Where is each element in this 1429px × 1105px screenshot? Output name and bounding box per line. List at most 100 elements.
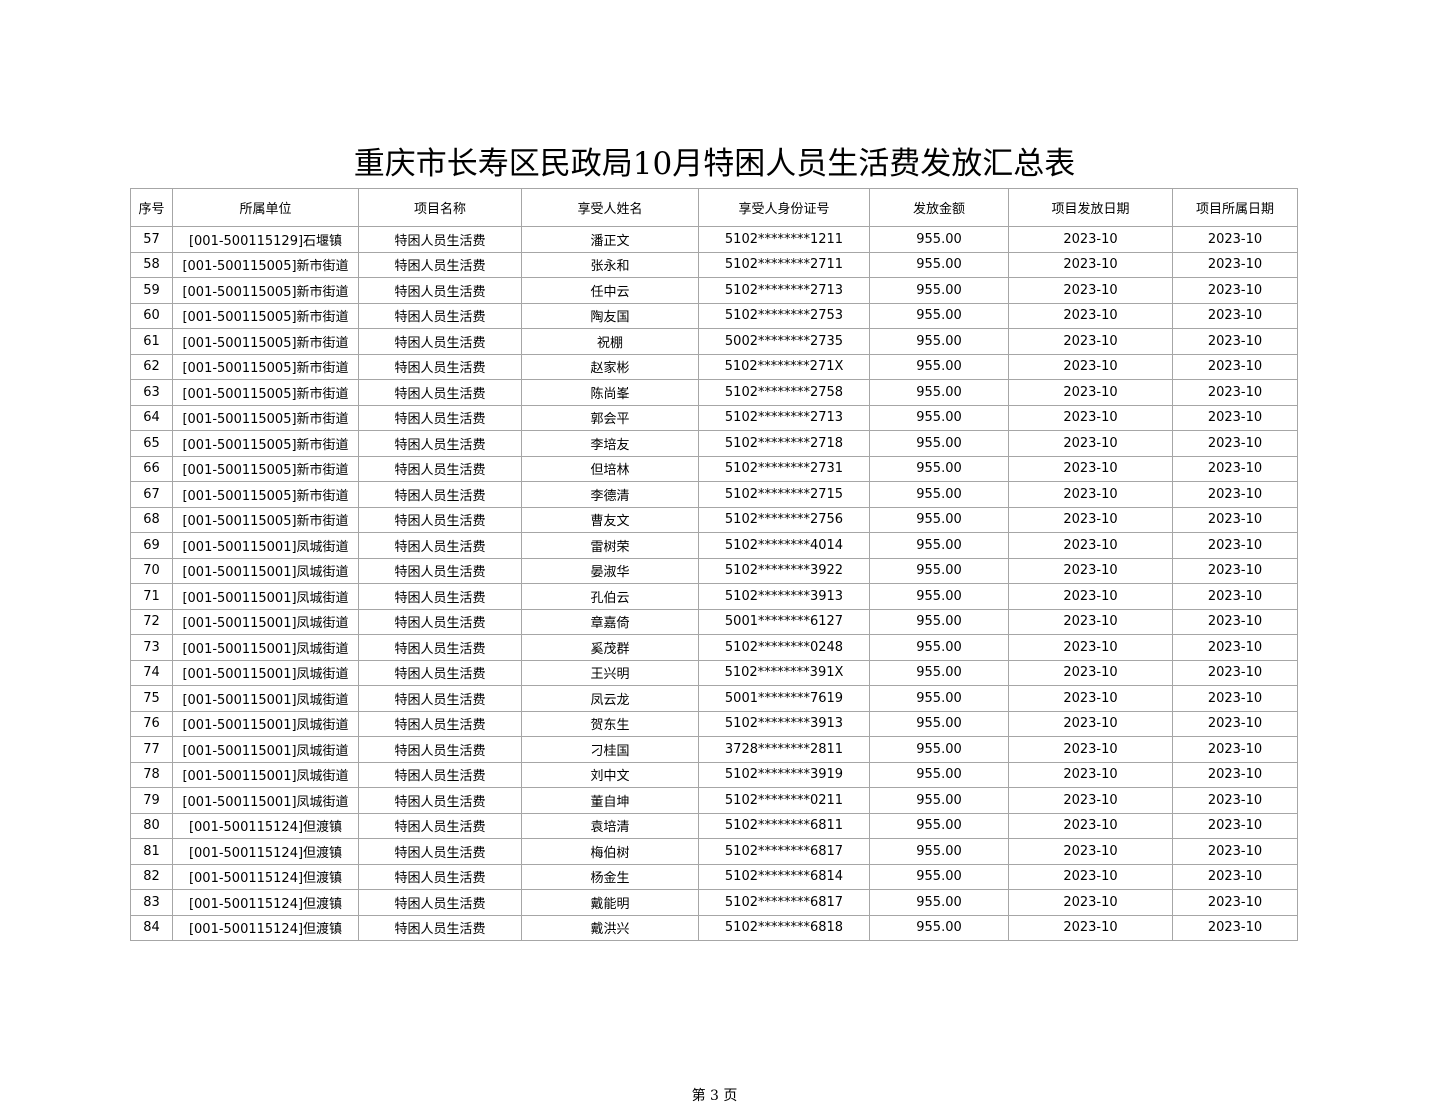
col-id-number-cell: 5102********6817 (698, 838, 870, 865)
table-row: 83 [001-500115124]但渡镇 特困人员生活费 戴能明 5102******… (130, 889, 1298, 916)
table-row: 78 [001-500115001]凤城街道 特困人员生活费 刘中文 5102*****… (130, 761, 1298, 788)
payment-summary-table: 序号 所属单位 项目名称 享受人姓名 享受人身份证号 发放金额 项目发放日期 项目所属日期 5… (130, 188, 1298, 941)
col-project-name-cell: 特困人员生活费 (358, 863, 522, 890)
col-recipient-name-cell: 曹友文 (521, 506, 699, 533)
col-amount-cell: 955.00 (869, 455, 1009, 482)
col-index-cell: 69 (130, 532, 173, 559)
col-payment-date-cell: 2023-10 (1008, 608, 1173, 635)
col-unit-cell: [001-500115124]但渡镇 (172, 889, 359, 916)
col-amount-cell: 955.00 (869, 914, 1009, 941)
col-project-name-cell: 特困人员生活费 (358, 634, 522, 661)
col-id-number-cell: 5102********271X (698, 353, 870, 380)
col-period-date-cell: 2023-10 (1172, 685, 1298, 712)
table-row: 67 [001-500115005]新市街道 特困人员生活费 李德清 5102*****… (130, 481, 1298, 508)
col-unit-cell: [001-500115124]但渡镇 (172, 838, 359, 865)
col-project-name-cell: 特困人员生活费 (358, 251, 522, 278)
col-unit-cell: [001-500115001]凤城街道 (172, 659, 359, 686)
col-unit-cell: [001-500115005]新市街道 (172, 302, 359, 329)
table-row: 68 [001-500115005]新市街道 特困人员生活费 曹友文 5102*****… (130, 506, 1298, 533)
table-row: 63 [001-500115005]新市街道 特困人员生活费 陈尚峯 5102*****… (130, 379, 1298, 406)
col-period-date-cell: 2023-10 (1172, 634, 1298, 661)
col-recipient-name-cell: 刁桂国 (521, 736, 699, 763)
col-amount-cell: 955.00 (869, 302, 1009, 329)
col-amount-cell: 955.00 (869, 532, 1009, 559)
col-id-number-cell: 5102********3913 (698, 583, 870, 610)
col-amount-cell: 955.00 (869, 787, 1009, 814)
table-row: 77 [001-500115001]凤城街道 特困人员生活费 刁桂国 3728*****… (130, 736, 1298, 763)
col-project-name-cell: 特困人员生活费 (358, 353, 522, 380)
col-id-number-cell: 5102********3922 (698, 557, 870, 584)
col-payment-date-cell: 2023-10 (1008, 251, 1173, 278)
col-index-cell: 84 (130, 914, 173, 941)
table-row: 80 [001-500115124]但渡镇 特困人员生活费 袁培清 5102******… (130, 812, 1298, 839)
col-project-name-cell: 特困人员生活费 (358, 838, 522, 865)
col-recipient-name-cell: 刘中文 (521, 761, 699, 788)
col-id-number-cell: 5102********4014 (698, 532, 870, 559)
col-index-cell: 60 (130, 302, 173, 329)
col-payment-date-cell: 2023-10 (1008, 889, 1173, 916)
col-amount-cell: 955.00 (869, 481, 1009, 508)
col-id-number-cell: 5102********0211 (698, 787, 870, 814)
col-period-date-cell: 2023-10 (1172, 787, 1298, 814)
col-unit-cell: [001-500115124]但渡镇 (172, 914, 359, 941)
col-project-name-cell: 特困人员生活费 (358, 506, 522, 533)
col-project-name-cell: 特困人员生活费 (358, 608, 522, 635)
col-recipient-name-cell: 潘正文 (521, 226, 699, 253)
col-amount-cell: 955.00 (869, 812, 1009, 839)
col-recipient-name-cell: 袁培清 (521, 812, 699, 839)
col-period-date-cell: 2023-10 (1172, 430, 1298, 457)
col-payment-date-cell: 2023-10 (1008, 506, 1173, 533)
col-unit-cell: [001-500115005]新市街道 (172, 328, 359, 355)
col-payment-date-cell: 2023-10 (1008, 404, 1173, 431)
col-index-cell: 57 (130, 226, 173, 253)
col-payment-date-cell: 2023-10 (1008, 226, 1173, 253)
col-amount-cell: 955.00 (869, 608, 1009, 635)
col-recipient-name-cell: 晏淑华 (521, 557, 699, 584)
table-row: 58 [001-500115005]新市街道 特困人员生活费 张永和 5102*****… (130, 251, 1298, 278)
col-id-number-cell: 5102********2713 (698, 404, 870, 431)
col-project-name-cell: 特困人员生活费 (358, 583, 522, 610)
table-row: 76 [001-500115001]凤城街道 特困人员生活费 贺东生 5102*****… (130, 710, 1298, 737)
table-row: 74 [001-500115001]凤城街道 特困人员生活费 王兴明 5102*****… (130, 659, 1298, 686)
col-id-number-cell: 5102********2753 (698, 302, 870, 329)
col-index-cell: 68 (130, 506, 173, 533)
table-row: 81 [001-500115124]但渡镇 特困人员生活费 梅伯树 5102******… (130, 838, 1298, 865)
col-period-date-cell: 2023-10 (1172, 328, 1298, 355)
col-recipient-name-cell: 戴洪兴 (521, 914, 699, 941)
col-period-date-cell: 2023-10 (1172, 914, 1298, 941)
col-index-cell: 72 (130, 608, 173, 635)
col-index-cell: 73 (130, 634, 173, 661)
col-amount-cell: 955.00 (869, 353, 1009, 380)
col-unit-cell: [001-500115124]但渡镇 (172, 863, 359, 890)
col-id-number-cell: 5102********3913 (698, 710, 870, 737)
col-payment-date-cell: 2023-10 (1008, 557, 1173, 584)
col-project-name-cell: 特困人员生活费 (358, 659, 522, 686)
col-id-number-cell: 5102********6814 (698, 863, 870, 890)
col-period-date-cell: 2023-10 (1172, 608, 1298, 635)
col-period-date-cell: 2023-10 (1172, 583, 1298, 610)
col-amount-cell: 955.00 (869, 634, 1009, 661)
table-row: 84 [001-500115124]但渡镇 特困人员生活费 戴洪兴 5102******… (130, 914, 1298, 941)
table-row: 70 [001-500115001]凤城街道 特困人员生活费 晏淑华 5102*****… (130, 557, 1298, 584)
col-index-cell: 77 (130, 736, 173, 763)
col-amount-cell: 955.00 (869, 557, 1009, 584)
col-id-number-cell: 5102********2715 (698, 481, 870, 508)
col-payment-date-cell: 2023-10 (1008, 659, 1173, 686)
col-period-date-cell: 2023-10 (1172, 889, 1298, 916)
col-payment-date-cell: 2023-10 (1008, 736, 1173, 763)
col-period-date-cell: 2023-10 (1172, 379, 1298, 406)
col-payment-date-cell: 2023-10 (1008, 787, 1173, 814)
table-row: 71 [001-500115001]凤城街道 特困人员生活费 孔伯云 5102*****… (130, 583, 1298, 610)
col-unit-cell: [001-500115005]新市街道 (172, 481, 359, 508)
col-index-cell: 80 (130, 812, 173, 839)
col-index-cell: 83 (130, 889, 173, 916)
table-header-row: 序号 所属单位 项目名称 享受人姓名 享受人身份证号 发放金额 项目发放日期 项目所属日期 (130, 188, 1298, 227)
col-unit-cell: [001-500115005]新市街道 (172, 277, 359, 304)
col-payment-date-cell: 2023-10 (1008, 455, 1173, 482)
header-col-unit: 所属单位 (172, 188, 359, 227)
col-amount-cell: 955.00 (869, 430, 1009, 457)
col-payment-date-cell: 2023-10 (1008, 583, 1173, 610)
col-payment-date-cell: 2023-10 (1008, 838, 1173, 865)
col-payment-date-cell: 2023-10 (1008, 302, 1173, 329)
col-recipient-name-cell: 李德清 (521, 481, 699, 508)
